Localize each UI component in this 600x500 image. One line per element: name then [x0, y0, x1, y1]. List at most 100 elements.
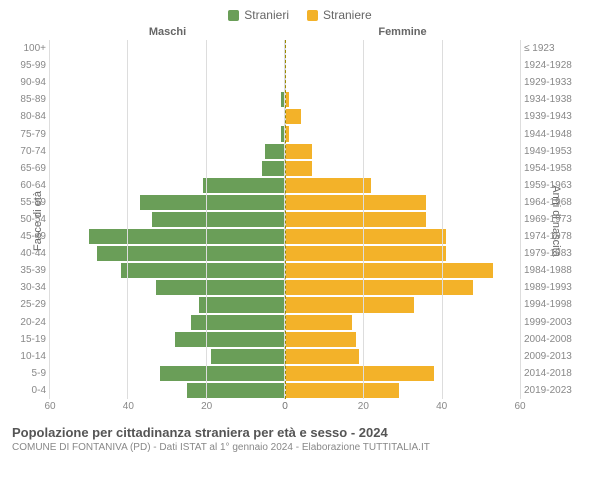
pyramid-row: 95-991924-1928 [12, 57, 588, 74]
year-label: 1954-1958 [520, 163, 588, 174]
age-label: 90-94 [12, 77, 50, 88]
x-axis: 6040200 0204060 [12, 401, 588, 415]
pyramid-row: 15-19 2004-2008 [12, 331, 588, 348]
bar-cell-male [50, 348, 285, 365]
bar-cell-male [50, 382, 285, 399]
age-label: 10-14 [12, 351, 50, 362]
bar-cell-male [50, 143, 285, 160]
bar-male [89, 229, 285, 244]
bar-cell-female [285, 143, 520, 160]
bar-cell-male [50, 108, 285, 125]
bar-cell-male [50, 177, 285, 194]
bar-female [285, 263, 493, 278]
bar-male [199, 297, 285, 312]
x-tick-label: 20 [358, 401, 369, 412]
age-label: 30-34 [12, 282, 50, 293]
age-label: 85-89 [12, 94, 50, 105]
chart-subtitle: COMUNE DI FONTANIVA (PD) - Dati ISTAT al… [12, 442, 588, 453]
age-label: 20-24 [12, 317, 50, 328]
chart-title: Popolazione per cittadinanza straniera p… [12, 425, 588, 440]
bar-cell-male [50, 211, 285, 228]
bar-cell-female [285, 228, 520, 245]
bar-female [285, 195, 426, 210]
bar-female [285, 178, 371, 193]
pyramid-row: 65-691954-1958 [12, 160, 588, 177]
chart-container: Stranieri Straniere Fasce di età Anni di… [0, 0, 600, 500]
bar-male [265, 144, 285, 159]
bar-cell-female [285, 160, 520, 177]
bar-female [285, 297, 414, 312]
center-axis [285, 40, 286, 399]
bar-cell-female [285, 296, 520, 313]
age-label: 0-4 [12, 385, 50, 396]
legend-item-female: Straniere [307, 8, 372, 22]
bar-cell-male [50, 365, 285, 382]
x-tick-label: 20 [201, 401, 212, 412]
bar-male [191, 315, 285, 330]
legend-label-male: Stranieri [244, 8, 289, 22]
pyramid-rows: 100+≤ 192395-991924-192890-941929-193385… [12, 40, 588, 399]
bar-female [285, 161, 312, 176]
bar-male [203, 178, 285, 193]
year-label: 1964-1968 [520, 197, 588, 208]
year-label: 1969-1973 [520, 214, 588, 225]
age-label: 80-84 [12, 111, 50, 122]
bar-cell-female [285, 331, 520, 348]
bar-female [285, 332, 356, 347]
bar-male [262, 161, 286, 176]
pyramid-row: 35-391984-1988 [12, 262, 588, 279]
year-label: 1979-1983 [520, 248, 588, 259]
year-label: 1949-1953 [520, 146, 588, 157]
age-label: 25-29 [12, 299, 50, 310]
x-axis-left: 6040200 [50, 401, 285, 415]
age-label: 75-79 [12, 129, 50, 140]
bar-cell-female [285, 91, 520, 108]
bar-cell-male [50, 262, 285, 279]
bar-male [211, 349, 285, 364]
legend-swatch-female [307, 10, 318, 21]
bar-male [187, 383, 285, 398]
bar-cell-male [50, 194, 285, 211]
bar-cell-female [285, 125, 520, 142]
year-label: 1989-1993 [520, 282, 588, 293]
bar-female [285, 246, 446, 261]
bar-cell-female [285, 108, 520, 125]
bar-female [285, 144, 312, 159]
column-headers: Maschi Femmine [12, 26, 588, 38]
bar-male [97, 246, 285, 261]
x-tick-label: 0 [282, 401, 288, 412]
bar-cell-female [285, 177, 520, 194]
bar-male [175, 332, 285, 347]
age-label: 15-19 [12, 334, 50, 345]
bar-cell-female [285, 382, 520, 399]
pyramid-row: 0-42019-2023 [12, 382, 588, 399]
pyramid-row: 100+≤ 1923 [12, 40, 588, 57]
pyramid-row: 55-591964-1968 [12, 194, 588, 211]
pyramid-row: 45-491974-1978 [12, 228, 588, 245]
year-label: 2004-2008 [520, 334, 588, 345]
age-label: 35-39 [12, 265, 50, 276]
bar-cell-female [285, 211, 520, 228]
bar-cell-male [50, 314, 285, 331]
legend-swatch-male [228, 10, 239, 21]
bar-male [121, 263, 286, 278]
chart-footer: Popolazione per cittadinanza straniera p… [12, 425, 588, 453]
bar-cell-male [50, 160, 285, 177]
age-label: 70-74 [12, 146, 50, 157]
year-label: 1939-1943 [520, 111, 588, 122]
age-label: 5-9 [12, 368, 50, 379]
bar-female [285, 349, 359, 364]
bar-female [285, 383, 399, 398]
age-label: 40-44 [12, 248, 50, 259]
year-label: 1999-2003 [520, 317, 588, 328]
bar-cell-male [50, 74, 285, 91]
bar-cell-male [50, 57, 285, 74]
bar-cell-male [50, 91, 285, 108]
pyramid-row: 75-791944-1948 [12, 125, 588, 142]
age-label: 95-99 [12, 60, 50, 71]
pyramid-row: 50-54 1969-1973 [12, 211, 588, 228]
age-label: 60-64 [12, 180, 50, 191]
bar-cell-female [285, 314, 520, 331]
age-label: 50-54 [12, 214, 50, 225]
bar-cell-female [285, 365, 520, 382]
